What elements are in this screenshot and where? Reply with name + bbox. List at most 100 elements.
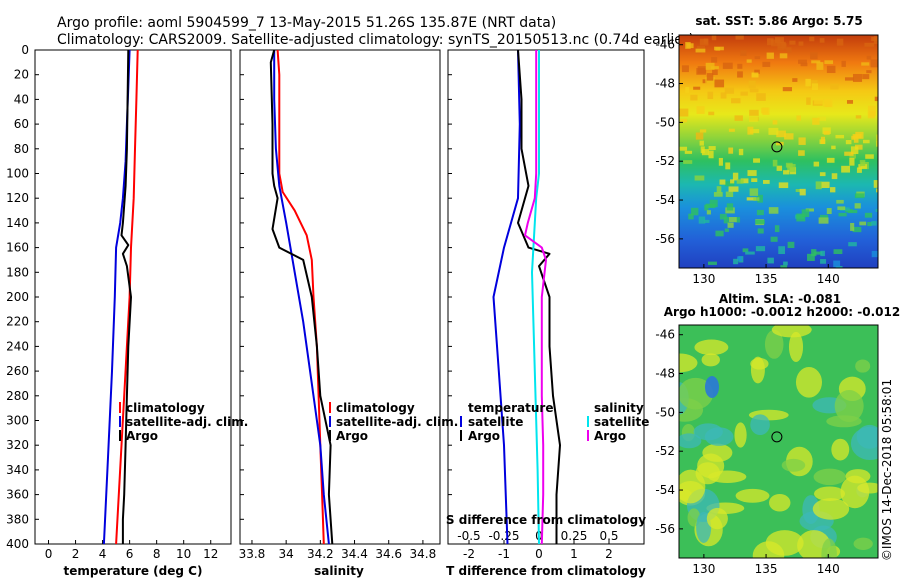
x-tick-label: 0	[535, 547, 543, 561]
sst-texture-cell	[774, 225, 780, 233]
temperature-legend-climatology: climatology	[126, 401, 205, 415]
sst-texture-cell	[701, 149, 709, 156]
sla-eddy	[813, 468, 846, 486]
map-y-tick-label: -48	[655, 367, 675, 381]
sst-texture-cell	[805, 78, 811, 87]
sst-map-frame	[678, 34, 879, 269]
x-tick-label: 0	[45, 547, 53, 561]
sst-texture-cell	[715, 230, 724, 237]
sst-texture-cell	[844, 151, 854, 156]
s-tick-label: -0.5	[457, 529, 480, 543]
sst-texture-cell	[876, 134, 878, 142]
sst-texture-cell	[826, 208, 832, 214]
sla-map-image	[679, 325, 878, 558]
sla-eddy	[813, 486, 846, 501]
sst-texture-cell	[875, 208, 878, 213]
sst-texture-cell	[871, 250, 878, 258]
sst-texture-cell	[864, 212, 873, 218]
sst-texture-cell	[876, 141, 878, 147]
sst-texture-cell	[698, 216, 706, 224]
sla-eddy	[845, 469, 871, 484]
x-tick-label: 33.8	[239, 547, 266, 561]
sst-texture-cell	[720, 92, 727, 99]
sst-texture-cell	[780, 265, 788, 268]
difference-plot-frame	[447, 49, 645, 545]
series-line-argo	[269, 49, 334, 545]
depth-tick-label: 140	[6, 216, 29, 230]
sst-texture-cell	[823, 98, 831, 107]
sst-texture-cell	[819, 38, 825, 43]
sst-texture-cell	[690, 94, 698, 101]
sst-texture-cell	[799, 188, 806, 196]
sst-texture-cell	[719, 179, 726, 185]
sla-eddy-strong	[705, 376, 719, 398]
sst-texture-cell	[694, 175, 705, 181]
depth-tick-label: 340	[6, 463, 29, 477]
sst-texture-cell	[796, 115, 802, 121]
sst-texture-cell	[754, 56, 761, 60]
sst-texture-cell	[726, 203, 734, 211]
sst-texture-cell	[782, 87, 793, 92]
sst-texture-cell	[736, 179, 744, 184]
sst-texture-cell	[686, 43, 694, 49]
sst-texture-cell	[831, 145, 836, 150]
sst-texture-cell	[805, 208, 814, 212]
sst-texture-cell	[867, 222, 872, 227]
temperature-legend-argo: Argo	[126, 429, 158, 443]
sla-eddy	[802, 495, 820, 524]
sst-texture-cell	[867, 111, 876, 119]
sla-eddy	[812, 498, 850, 520]
sst-texture-cell	[719, 213, 727, 220]
salinity-legend-argo: Argo	[336, 429, 368, 443]
depth-tick-label: 20	[14, 68, 29, 82]
sst-texture-cell	[755, 220, 765, 224]
sst-texture-cell	[798, 59, 807, 64]
sst-texture-cell	[820, 136, 826, 144]
sst-texture-cell	[724, 228, 729, 232]
series-line-climatology	[276, 49, 325, 545]
sst-texture-cell	[859, 221, 867, 226]
sst-texture-cell	[767, 38, 774, 46]
x-tick-label: 12	[203, 547, 218, 561]
sla-eddy	[857, 482, 878, 494]
sst-texture-cell	[754, 69, 760, 74]
sst-texture-cell	[830, 83, 839, 90]
depth-tick-label: 120	[6, 191, 29, 205]
x-tick-label: 10	[176, 547, 191, 561]
sst-texture-cell	[734, 115, 743, 121]
sst-texture-cell	[737, 71, 743, 78]
sst-texture-cell	[783, 261, 788, 266]
depth-tick-label: 280	[6, 389, 29, 403]
sst-texture-cell	[766, 52, 774, 59]
sst-texture-cell	[699, 140, 704, 146]
sst-texture-cell	[777, 47, 785, 51]
sst-texture-cell	[751, 72, 759, 78]
map-x-tick-label: 130	[692, 272, 715, 286]
sst-texture-cell	[833, 249, 843, 254]
sst-texture-cell	[749, 115, 758, 122]
sst-texture-cell	[841, 60, 846, 67]
sst-texture-cell	[757, 194, 763, 203]
sst-texture-cell	[763, 180, 770, 184]
difference-series	[492, 49, 561, 545]
sst-texture-cell	[723, 216, 729, 224]
sst-texture-cell	[708, 146, 716, 150]
sst-texture-cell	[762, 107, 770, 115]
depth-tick-label: 240	[6, 339, 29, 353]
sst-texture-cell	[728, 186, 739, 192]
sst-texture-cell	[778, 182, 789, 189]
sst-texture-cell	[787, 163, 796, 172]
sla-eddy	[795, 366, 823, 398]
temperature-series	[102, 49, 139, 545]
sst-texture-cell	[702, 79, 707, 84]
sst-map-axes: 130 135 140 -46 -48 -50 -52 -54 -56	[655, 38, 839, 286]
sst-texture-cell	[795, 188, 801, 192]
depth-tick-label: 260	[6, 364, 29, 378]
sst-texture-cell	[866, 55, 872, 60]
figure-title-line1: Argo profile: aoml 5904599_7 13-May-2015…	[57, 15, 556, 31]
sla-eddy	[850, 426, 878, 460]
sst-texture-cell	[768, 207, 779, 214]
x-tick-label: 8	[153, 547, 161, 561]
depth-tick-label: 100	[6, 167, 29, 181]
sla-eddy	[750, 414, 770, 436]
